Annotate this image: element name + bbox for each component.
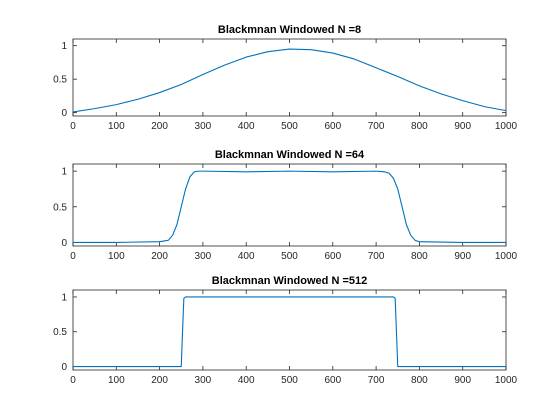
series-line (73, 170, 506, 243)
chart-title: Blackmnan Windowed N =64 (215, 149, 365, 161)
chart-title: Blackmnan Windowed N =512 (212, 275, 367, 287)
x-tick-label: 1000 (495, 251, 518, 262)
x-tick-label: 100 (108, 121, 125, 132)
y-tick-label: 0.5 (53, 75, 67, 86)
axes-box (72, 289, 507, 371)
y-tick-label: 0.5 (53, 327, 67, 338)
x-tick-label: 1000 (495, 121, 518, 132)
x-tick-label: 900 (454, 121, 471, 132)
x-tick-label: 300 (195, 121, 212, 132)
x-tick-label: 200 (151, 251, 168, 262)
x-tick-label: 500 (281, 375, 298, 386)
y-tick-label: 0 (61, 238, 67, 249)
subplot-2: Blackmnan Windowed N =64 0 100 200 300 400 500… (53, 149, 517, 262)
y-tick-label: 0 (61, 362, 67, 373)
x-tick-label: 600 (324, 121, 341, 132)
x-tick-label: 100 (108, 251, 125, 262)
x-tick-label: 0 (70, 251, 76, 262)
y-tick-label: 0 (61, 108, 67, 119)
y-tick-label: 1 (61, 167, 67, 178)
x-tick-label: 0 (70, 121, 76, 132)
y-tick-label: 1 (61, 41, 67, 52)
y-tick-label: 0.5 (53, 202, 67, 213)
x-tick-label: 500 (281, 121, 298, 132)
x-tick-label: 200 (151, 375, 168, 386)
x-tick-label: 300 (195, 251, 212, 262)
axes-box (72, 163, 507, 247)
x-tick-label: 200 (151, 121, 168, 132)
series-line (73, 296, 506, 368)
x-tick-label: 700 (368, 121, 385, 132)
x-tick-label: 900 (454, 251, 471, 262)
x-tick-label: 400 (238, 375, 255, 386)
subplot-1: Blackmnan Windowed N =8 0 100 200 300 400 500 6… (53, 24, 517, 132)
x-tick-label: 600 (324, 375, 341, 386)
chart-title: Blackmnan Windowed N =8 (218, 24, 361, 36)
series-line (72, 48, 507, 113)
x-tick-label: 500 (281, 251, 298, 262)
x-tick-label: 700 (368, 375, 385, 386)
x-tick-label: 300 (195, 375, 212, 386)
x-tick-label: 800 (411, 121, 428, 132)
x-tick-label: 400 (238, 121, 255, 132)
x-tick-label: 800 (411, 375, 428, 386)
x-tick-label: 800 (411, 251, 428, 262)
x-tick-label: 100 (108, 375, 125, 386)
x-tick-label: 700 (368, 251, 385, 262)
x-tick-label: 400 (238, 251, 255, 262)
x-tick-label: 900 (454, 375, 471, 386)
x-tick-label: 600 (324, 251, 341, 262)
x-tick-label: 1000 (495, 375, 518, 386)
x-tick-label: 0 (70, 375, 76, 386)
subplot-3: Blackmnan Windowed N =512 0 100 200 300 400 50… (53, 275, 517, 386)
axes-box (72, 38, 507, 117)
y-tick-label: 1 (61, 292, 67, 303)
